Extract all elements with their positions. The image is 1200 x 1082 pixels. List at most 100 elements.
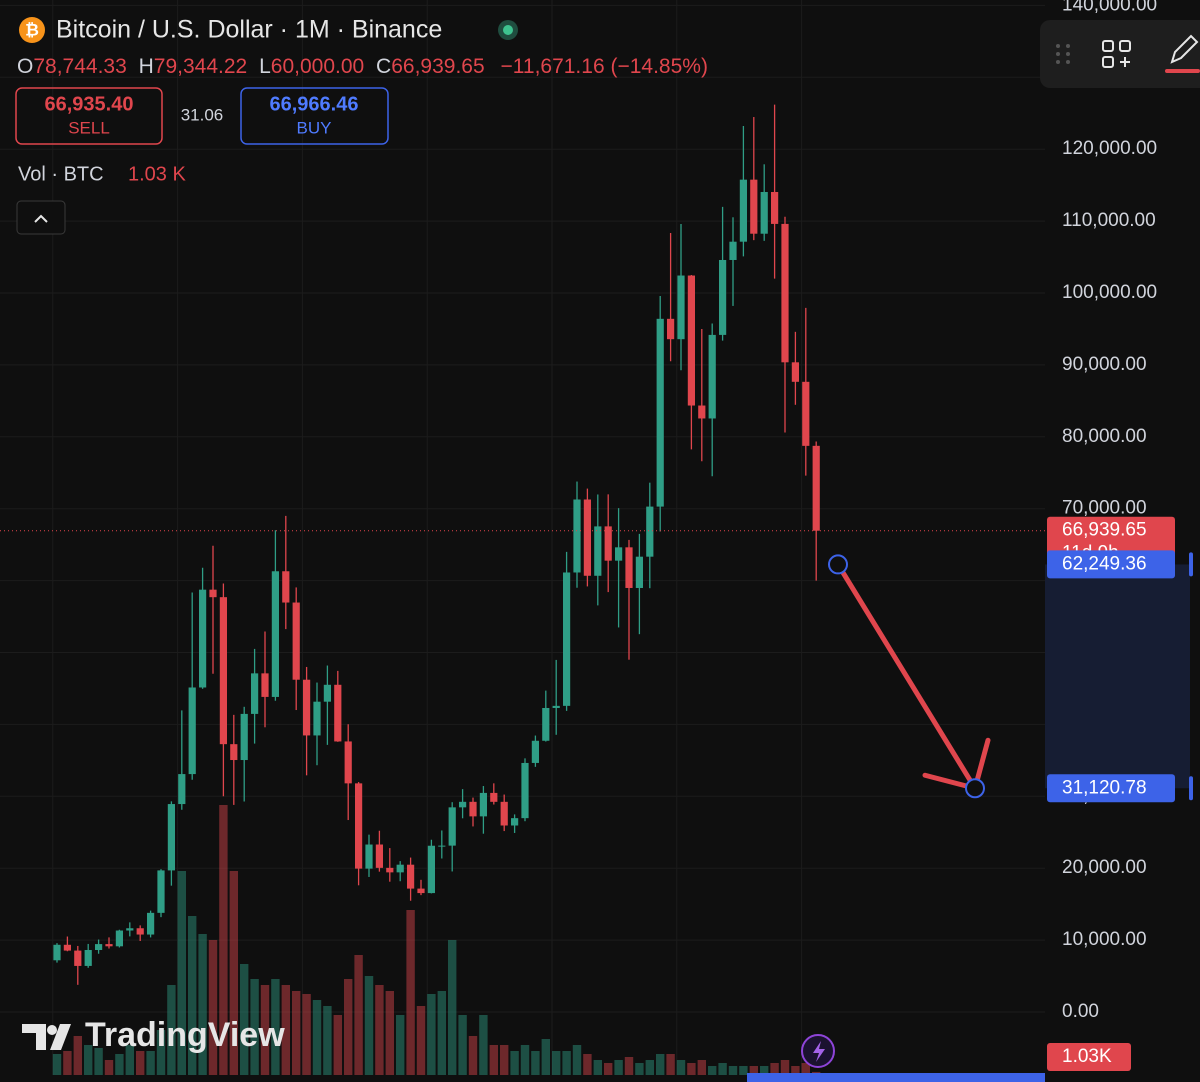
volume-bar — [396, 1015, 405, 1075]
candle-body — [583, 499, 591, 576]
ohlc-value: 66,939.65 — [391, 55, 484, 78]
candle-body — [261, 673, 269, 697]
last-price-label: 66,939.65 — [1062, 520, 1147, 541]
ohlc-value: 79,344.22 — [154, 55, 247, 78]
y-tick-label: 140,000.00 — [1062, 0, 1157, 15]
candle-body — [303, 679, 311, 736]
volume-bar — [188, 916, 197, 1075]
volume-bar — [52, 1054, 62, 1075]
price-tag-label: 62,249.36 — [1062, 553, 1147, 574]
volume-bar — [614, 1060, 623, 1075]
y-tick-label: 80,000.00 — [1062, 426, 1147, 447]
candle-body — [334, 684, 342, 742]
candle-body — [178, 774, 186, 805]
buy-button[interactable] — [240, 87, 389, 145]
layout-button[interactable] — [1102, 40, 1131, 68]
price-change: −11,671.16 (−14.85%) — [501, 55, 708, 78]
volume-bar — [250, 979, 259, 1075]
candle-body — [271, 571, 279, 697]
volume-bar — [167, 985, 176, 1075]
candle-body — [396, 864, 404, 873]
volume-bar — [572, 1045, 582, 1075]
candle-body — [635, 556, 643, 588]
volume-bar — [406, 910, 415, 1075]
volume-bar — [125, 1045, 134, 1075]
volume-bar — [780, 1060, 790, 1075]
y-tick-label: 90,000.00 — [1062, 354, 1147, 375]
volume-bar — [84, 1045, 93, 1075]
volume-legend-label: Vol · BTC — [18, 163, 104, 185]
volume-bar — [791, 1066, 800, 1075]
volume-bar — [479, 1015, 488, 1075]
volume-bar — [364, 976, 374, 1075]
volume-bar — [416, 1006, 426, 1075]
candle-body — [802, 381, 810, 446]
price-tag — [1047, 550, 1175, 579]
candle-body — [105, 944, 113, 947]
volume-bar — [104, 1060, 114, 1075]
volume-bar — [437, 991, 446, 1075]
volume-bar — [666, 1054, 675, 1075]
volume-bar — [219, 805, 228, 1075]
range-bar — [747, 1073, 1045, 1082]
volume-bar — [687, 1063, 696, 1075]
volume-bar — [208, 940, 218, 1075]
bitcoin-icon — [19, 17, 45, 43]
volume-bar — [728, 1066, 738, 1075]
sell-button[interactable] — [15, 87, 163, 145]
collapse-button[interactable] — [16, 200, 66, 235]
candle-body — [427, 845, 435, 894]
volume-bar — [427, 994, 436, 1075]
sell-price: 66,935.40 — [45, 93, 134, 115]
volume-bar — [645, 1060, 654, 1075]
candle-body — [157, 870, 165, 913]
candle-body — [729, 241, 737, 260]
anchor-point — [828, 554, 848, 575]
ohlc-value: 60,000.00 — [271, 55, 364, 78]
candle-body — [63, 944, 71, 951]
candle-body — [219, 597, 227, 745]
candle-body — [209, 589, 217, 598]
volume-bar — [552, 1051, 561, 1075]
candle-body — [542, 707, 550, 741]
candle-body — [115, 930, 123, 947]
arrow-shaft — [835, 561, 978, 791]
candle-body — [490, 792, 498, 802]
candle-body — [313, 701, 321, 736]
volume-bar — [375, 985, 384, 1075]
price-tag-marker — [1189, 552, 1193, 577]
candle-body — [625, 547, 633, 588]
candle-body — [615, 547, 623, 561]
volume-bar — [604, 1063, 613, 1075]
alert-icon — [813, 1041, 825, 1062]
candle-body — [760, 191, 768, 234]
candle-body — [646, 506, 654, 557]
volume-bar — [676, 1060, 686, 1075]
volume-bar — [500, 1045, 509, 1075]
candle-body — [407, 864, 415, 889]
candle-body — [573, 499, 581, 573]
volume-bar — [136, 1051, 145, 1075]
candle-body — [323, 684, 331, 702]
y-tick-label: 10,000.00 — [1062, 929, 1147, 950]
candles — [53, 104, 820, 985]
volume-bar — [562, 1051, 571, 1075]
volume-bar — [624, 1057, 634, 1075]
draw-button[interactable] — [1170, 34, 1199, 64]
volume-bar — [94, 1048, 103, 1075]
volume-bar — [718, 1063, 727, 1075]
volume-bar — [333, 1015, 342, 1075]
candle-body — [511, 818, 519, 826]
y-tick-label: 110,000.00 — [1062, 210, 1156, 231]
volume-bar — [541, 1039, 550, 1075]
candle-body — [677, 275, 685, 340]
volume-bar — [760, 1066, 769, 1075]
candle-body — [167, 804, 175, 871]
candle-body — [479, 792, 487, 817]
candle-body — [147, 912, 155, 935]
volume-bar — [385, 991, 394, 1075]
volume-bar — [739, 1066, 748, 1075]
volume-bar — [323, 1006, 332, 1075]
volume-bar — [770, 1063, 779, 1075]
